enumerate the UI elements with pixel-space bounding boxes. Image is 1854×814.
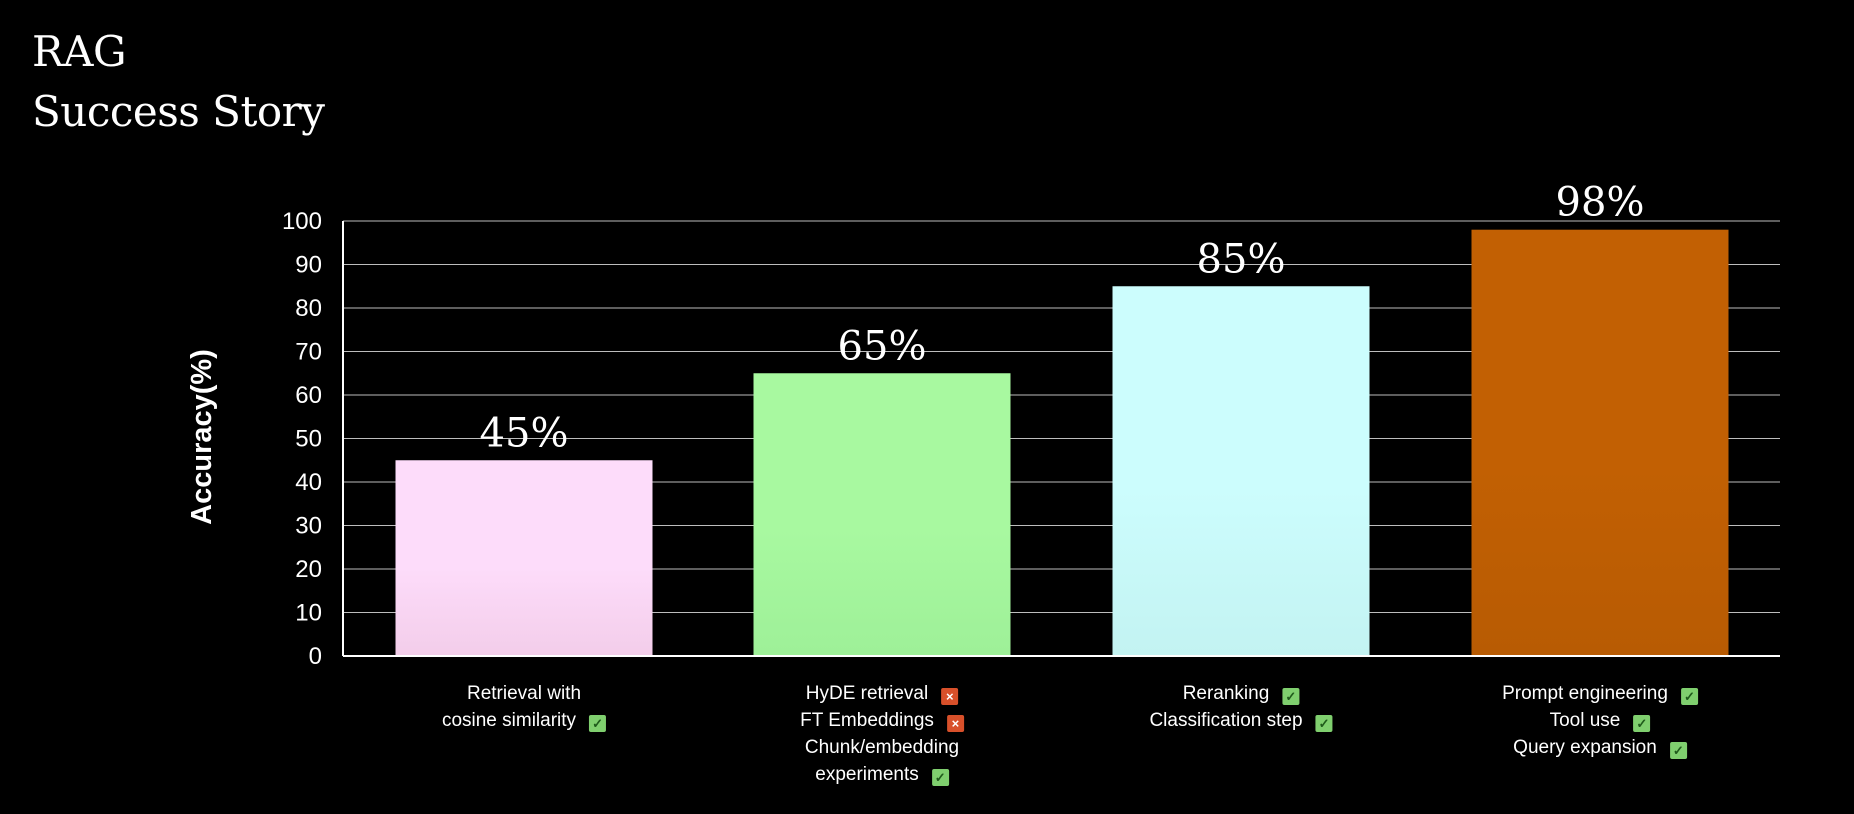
note-text: experiments xyxy=(815,764,919,785)
bar xyxy=(395,460,653,656)
data-label: 65% xyxy=(838,323,927,369)
note-text: Query expansion xyxy=(1513,737,1657,758)
note-text: Prompt engineering xyxy=(1502,683,1668,704)
y-tick-label: 30 xyxy=(295,513,322,540)
bar-note-group: Retrieval with cosine similarity ✓ xyxy=(441,680,607,734)
note-line: Reranking ✓ xyxy=(1149,680,1332,707)
y-tick-label: 0 xyxy=(309,643,322,670)
note-line: Retrieval with xyxy=(442,680,606,707)
y-axis-title: Accuracy(%) xyxy=(186,349,218,525)
data-label: 98% xyxy=(1556,180,1645,226)
note-line: Chunk/embedding xyxy=(800,734,964,761)
check-icon: ✓ xyxy=(1315,715,1333,732)
note-line: Query expansion ✓ xyxy=(1502,734,1698,761)
note-line: Classification step ✓ xyxy=(1149,707,1333,734)
y-tick-label: 70 xyxy=(295,339,322,366)
y-tick-label: 80 xyxy=(295,295,322,322)
note-line: Prompt engineering ✓ xyxy=(1502,680,1698,707)
y-tick-label: 100 xyxy=(282,208,322,235)
bar-note-group: Reranking ✓ Classification step ✓ xyxy=(1149,680,1333,734)
note-line: FT Embeddings × xyxy=(800,707,964,734)
note-line: cosine similarity ✓ xyxy=(441,707,607,734)
note-text: Tool use xyxy=(1549,710,1621,731)
check-icon: ✓ xyxy=(589,715,607,732)
note-text: Classification step xyxy=(1149,710,1303,731)
note-text: Retrieval with xyxy=(466,683,582,704)
note-text: Chunk/embedding xyxy=(804,737,960,758)
check-icon: ✓ xyxy=(1633,715,1651,732)
data-label: 45% xyxy=(480,410,569,456)
bar-note-group: Prompt engineering ✓ Tool use ✓ Query expans… xyxy=(1502,680,1698,761)
note-text: FT Embeddings xyxy=(800,710,934,731)
bar xyxy=(1471,229,1729,656)
note-line: Tool use ✓ xyxy=(1502,707,1698,734)
check-icon: ✓ xyxy=(931,769,949,786)
title-line-1: RAG xyxy=(32,27,127,76)
slide-title: RAG Success Story xyxy=(32,22,325,142)
bar xyxy=(753,373,1011,656)
data-label: 85% xyxy=(1197,236,1286,282)
check-icon: ✓ xyxy=(1282,688,1300,705)
bar-note-group: HyDE retrieval × FT Embeddings × Chunk/embed… xyxy=(800,680,964,788)
note-text: Reranking xyxy=(1182,683,1270,704)
cross-icon: × xyxy=(941,688,959,705)
note-text: HyDE retrieval xyxy=(805,683,929,704)
y-tick-label: 90 xyxy=(295,252,322,279)
note-text: cosine similarity xyxy=(441,710,577,731)
check-icon: ✓ xyxy=(1669,742,1687,759)
y-tick-label: 10 xyxy=(295,600,322,627)
note-line: HyDE retrieval × xyxy=(800,680,964,707)
cross-icon: × xyxy=(946,715,964,732)
y-tick-label: 50 xyxy=(295,426,322,453)
bar xyxy=(1112,286,1370,656)
y-tick-label: 60 xyxy=(295,382,322,409)
y-tick-label: 20 xyxy=(295,556,322,583)
title-line-2: Success Story xyxy=(32,87,325,136)
note-line: experiments ✓ xyxy=(800,761,964,788)
y-tick-label: 40 xyxy=(295,469,322,496)
check-icon: ✓ xyxy=(1680,688,1698,705)
